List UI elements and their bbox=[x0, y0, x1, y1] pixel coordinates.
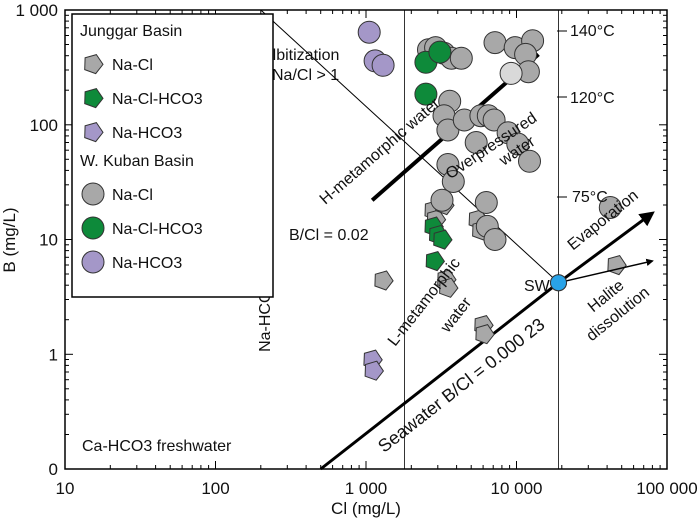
legend-label-1-2: Na-HCO3 bbox=[112, 255, 182, 272]
reference-line-1 bbox=[319, 281, 560, 471]
data-point-s1-p3 bbox=[425, 251, 446, 272]
y-axis-label: B (mg/L) bbox=[0, 207, 19, 272]
data-point-s0-p9 bbox=[475, 324, 495, 345]
annotation-b-cl-002: B/Cl = 0.02 bbox=[289, 227, 369, 244]
annotation-albitization: Albitization bbox=[262, 47, 339, 64]
legend-group-title-1: W. Kuban Basin bbox=[80, 153, 194, 170]
data-point-s0-p10 bbox=[607, 255, 627, 276]
legend-marker-1-1 bbox=[81, 216, 105, 240]
data-point-s3-p23 bbox=[474, 191, 498, 214]
legend-box bbox=[71, 13, 274, 298]
legend-label-0-0: Na-Cl bbox=[112, 57, 153, 74]
legend-items: Junggar Basin Na-Cl Na-Cl-HCO3 Na-HCO3 W. Ku… bbox=[80, 23, 203, 274]
data-point-s0-p7 bbox=[439, 277, 459, 298]
data-point-s3-p5 bbox=[483, 31, 507, 55]
legend-marker-0-0 bbox=[84, 54, 104, 75]
data-points bbox=[357, 20, 627, 381]
seawater-point bbox=[550, 274, 567, 292]
legend-marker-0-2 bbox=[84, 122, 104, 143]
x-axis-label: Cl (mg/L) bbox=[331, 499, 401, 518]
legend-label-0-2: Na-HCO3 bbox=[112, 125, 182, 142]
annotation-ca-hco3-freshwater: Ca-HCO3 freshwater bbox=[82, 438, 232, 455]
isotherm-120: 120°C bbox=[570, 90, 615, 107]
data-point-s4-p2 bbox=[414, 82, 438, 106]
data-point-s3-p25 bbox=[483, 228, 507, 251]
x-tick-label: 1 000 bbox=[345, 479, 388, 498]
data-point-s3-p22 bbox=[430, 188, 454, 212]
isotherm-labels: 140°C 120°C 75°C bbox=[557, 23, 615, 206]
legend-marker-1-2 bbox=[81, 250, 105, 274]
data-point-s5-p0 bbox=[357, 20, 381, 44]
data-point-s3-p21 bbox=[441, 170, 465, 193]
arrow-0 bbox=[557, 211, 655, 284]
isotherm-140: 140°C bbox=[570, 23, 615, 40]
process-arrows bbox=[550, 211, 655, 292]
x-tick-label: 10 bbox=[56, 479, 75, 498]
data-point-s2-p1 bbox=[364, 360, 385, 381]
legend-group-title-0: Junggar Basin bbox=[80, 23, 182, 40]
y-tick-label: 100 bbox=[30, 116, 58, 135]
legend-label-1-1: Na-Cl-HCO3 bbox=[112, 221, 203, 238]
x-tick-label: 100 bbox=[201, 479, 229, 498]
legend-marker-1-0 bbox=[81, 182, 105, 206]
y-tick-label: 0 bbox=[49, 460, 58, 479]
data-point-s4-p1 bbox=[428, 40, 452, 64]
data-point-s3-p27 bbox=[598, 196, 622, 219]
data-point-s1-p2 bbox=[433, 229, 453, 250]
data-point-s3-p26 bbox=[518, 149, 541, 173]
x-tick-label: 10 000 bbox=[491, 479, 543, 498]
data-point-s3-p19 bbox=[464, 131, 488, 154]
data-point-s3-p4 bbox=[449, 46, 473, 70]
isotherm-75: 75°C bbox=[572, 189, 608, 206]
legend-label-0-1: Na-Cl-HCO3 bbox=[112, 91, 203, 108]
legend: Junggar Basin Na-Cl Na-Cl-HCO3 Na-HCO3 W. Ku… bbox=[71, 13, 274, 298]
annotation-na-cl-ratio: Na/Cl > 1 bbox=[272, 67, 339, 84]
axis-ticks bbox=[64, 9, 668, 470]
legend-label-1-0: Na-Cl bbox=[112, 187, 153, 204]
tick-labels: 10 100 1 000 10 000 100 000 0 1 10 100 1 000 bbox=[15, 1, 697, 498]
x-tick-label: 100 000 bbox=[636, 479, 697, 498]
data-point-s3-p18 bbox=[506, 132, 530, 156]
arrow-1 bbox=[558, 258, 654, 284]
legend-marker-0-1 bbox=[84, 88, 104, 109]
annotation-l-metamorphic: L-metamorphic bbox=[385, 255, 464, 350]
y-tick-label: 1 bbox=[49, 345, 58, 364]
annotation-sw: SW bbox=[524, 278, 551, 295]
y-tick-label: 1 000 bbox=[15, 1, 58, 20]
y-tick-label: 10 bbox=[39, 231, 58, 250]
reference-line-0 bbox=[260, 9, 559, 284]
data-point-s0-p5 bbox=[374, 270, 394, 291]
annotation-l-metamorphic-water: water bbox=[437, 294, 476, 337]
data-point-s5-p2 bbox=[371, 53, 395, 77]
data-point-s6-p0 bbox=[499, 61, 523, 85]
